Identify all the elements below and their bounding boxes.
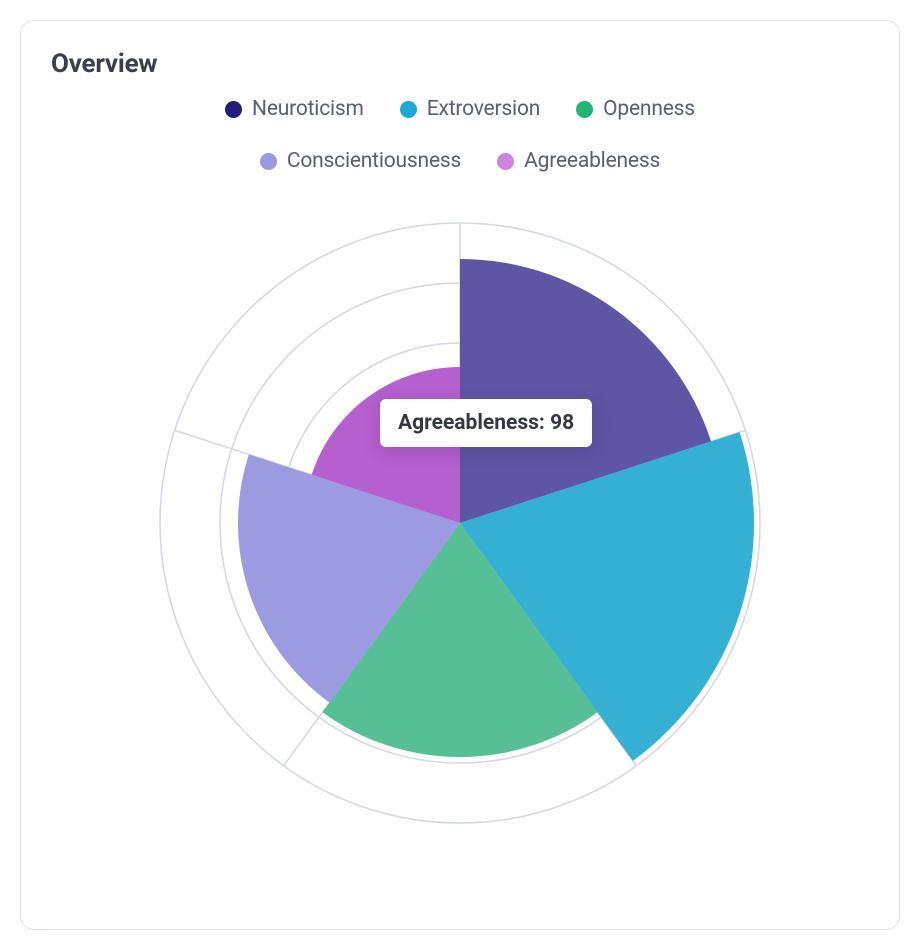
legend-swatch: [576, 101, 593, 118]
legend-swatch: [497, 153, 514, 170]
polar-area-chart[interactable]: [140, 203, 780, 843]
chart-container: Agreeableness: 98: [140, 203, 780, 843]
chart-legend: Neuroticism Extroversion Openness Conscient…: [140, 97, 780, 173]
legend-label: Openness: [603, 97, 695, 121]
legend-label: Agreeableness: [524, 149, 660, 173]
overview-card: Overview Neuroticism Extroversion Openness…: [20, 20, 900, 930]
legend-item[interactable]: Neuroticism: [225, 97, 364, 121]
legend-label: Conscientiousness: [287, 149, 461, 173]
legend-item[interactable]: Openness: [576, 97, 695, 121]
card-title: Overview: [51, 49, 869, 79]
legend-swatch: [260, 153, 277, 170]
legend-item[interactable]: Conscientiousness: [260, 149, 461, 173]
legend-label: Neuroticism: [252, 97, 364, 121]
legend-label: Extroversion: [427, 97, 540, 121]
legend-swatch: [225, 101, 242, 118]
legend-swatch: [400, 101, 417, 118]
legend-item[interactable]: Extroversion: [400, 97, 540, 121]
legend-item[interactable]: Agreeableness: [497, 149, 660, 173]
